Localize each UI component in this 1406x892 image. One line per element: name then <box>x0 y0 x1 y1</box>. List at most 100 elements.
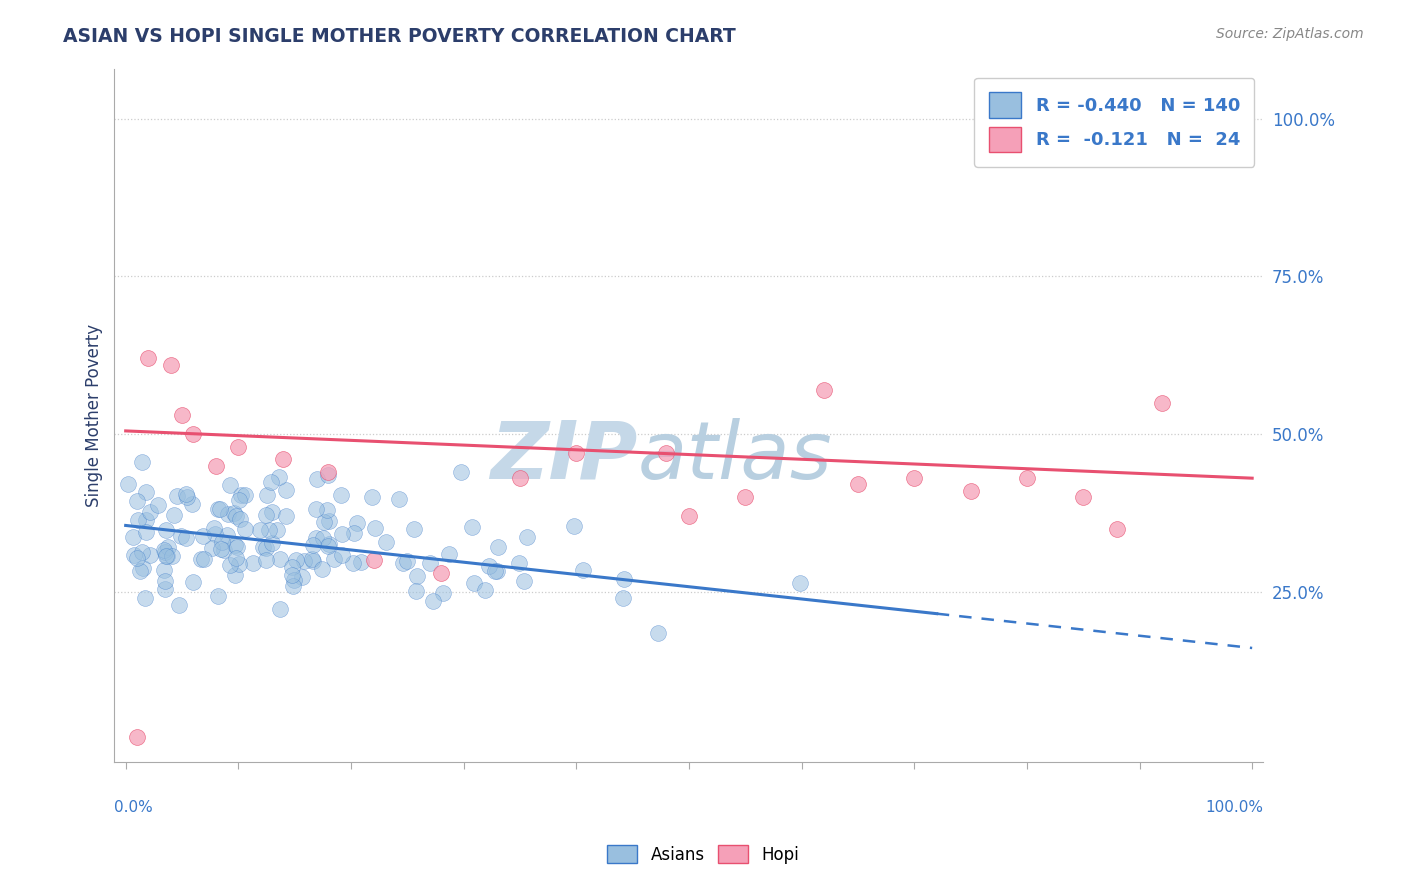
Point <box>132 560 155 574</box>
Point <box>125 551 148 566</box>
Point <box>509 471 531 485</box>
Point <box>388 492 411 507</box>
Point <box>166 490 188 504</box>
Point <box>191 529 214 543</box>
Point <box>156 549 179 563</box>
Point <box>789 576 811 591</box>
Point <box>131 454 153 468</box>
Point <box>181 427 204 442</box>
Point <box>256 488 278 502</box>
Point <box>224 568 246 582</box>
Point <box>129 564 152 578</box>
Point <box>262 505 284 519</box>
Point <box>311 562 333 576</box>
Point <box>225 550 247 565</box>
Point <box>214 542 236 557</box>
Point <box>127 513 149 527</box>
Point <box>283 573 305 587</box>
Point <box>204 458 226 473</box>
Point <box>1150 395 1173 409</box>
Point <box>131 545 153 559</box>
Legend: R = -0.440   N = 140, R =  -0.121   N =  24: R = -0.440 N = 140, R = -0.121 N = 24 <box>974 78 1254 167</box>
Point <box>474 582 496 597</box>
Point <box>281 560 304 574</box>
Point <box>193 552 215 566</box>
Point <box>254 541 277 555</box>
Point <box>734 490 756 504</box>
Point <box>208 502 231 516</box>
Point <box>153 574 176 589</box>
Point <box>281 568 304 582</box>
Point <box>318 465 340 479</box>
Point <box>117 477 139 491</box>
Point <box>486 540 509 554</box>
Point <box>316 467 339 482</box>
Point <box>364 521 387 535</box>
Point <box>508 556 530 570</box>
Point <box>305 502 328 516</box>
Point <box>209 542 232 557</box>
Point <box>572 563 595 577</box>
Point <box>207 589 229 603</box>
Point <box>242 556 264 570</box>
Point <box>391 557 413 571</box>
Point <box>432 586 454 600</box>
Point <box>228 493 250 508</box>
Text: ZIP: ZIP <box>489 417 637 496</box>
Point <box>207 502 229 516</box>
Point <box>422 594 444 608</box>
Point <box>204 527 226 541</box>
Point <box>276 508 298 523</box>
Point <box>217 527 239 541</box>
Point <box>125 730 148 744</box>
Point <box>269 552 291 566</box>
Point <box>678 508 700 523</box>
Point <box>233 522 256 536</box>
Point <box>174 486 197 500</box>
Point <box>419 556 441 570</box>
Point <box>322 552 344 566</box>
Point <box>190 552 212 566</box>
Point <box>156 540 179 554</box>
Point <box>121 530 143 544</box>
Point <box>1071 490 1094 504</box>
Point <box>516 530 538 544</box>
Point <box>450 465 472 479</box>
Point <box>430 566 453 580</box>
Point <box>217 507 239 521</box>
Point <box>562 519 585 533</box>
Point <box>312 515 335 529</box>
Point <box>211 534 233 549</box>
Point <box>127 494 149 508</box>
Point <box>301 552 323 566</box>
Point <box>395 554 418 568</box>
Point <box>307 472 329 486</box>
Point <box>613 573 636 587</box>
Point <box>228 440 250 454</box>
Point <box>404 522 426 536</box>
Point <box>135 512 157 526</box>
Text: 0.0%: 0.0% <box>114 800 153 815</box>
Point <box>274 483 297 498</box>
Point <box>159 358 181 372</box>
Y-axis label: Single Mother Poverty: Single Mother Poverty <box>86 324 103 507</box>
Text: Source: ZipAtlas.com: Source: ZipAtlas.com <box>1216 27 1364 41</box>
Point <box>135 525 157 540</box>
Point <box>181 575 204 590</box>
Point <box>291 570 314 584</box>
Point <box>485 564 508 578</box>
Point <box>225 540 247 554</box>
Point <box>342 556 364 570</box>
Point <box>301 538 323 552</box>
Point <box>565 446 588 460</box>
Point <box>249 523 271 537</box>
Point <box>330 548 353 562</box>
Point <box>260 475 283 489</box>
Point <box>174 532 197 546</box>
Point <box>1105 522 1128 536</box>
Point <box>176 490 198 504</box>
Point <box>153 563 176 577</box>
Point <box>318 537 340 551</box>
Point <box>329 488 352 502</box>
Point <box>318 515 340 529</box>
